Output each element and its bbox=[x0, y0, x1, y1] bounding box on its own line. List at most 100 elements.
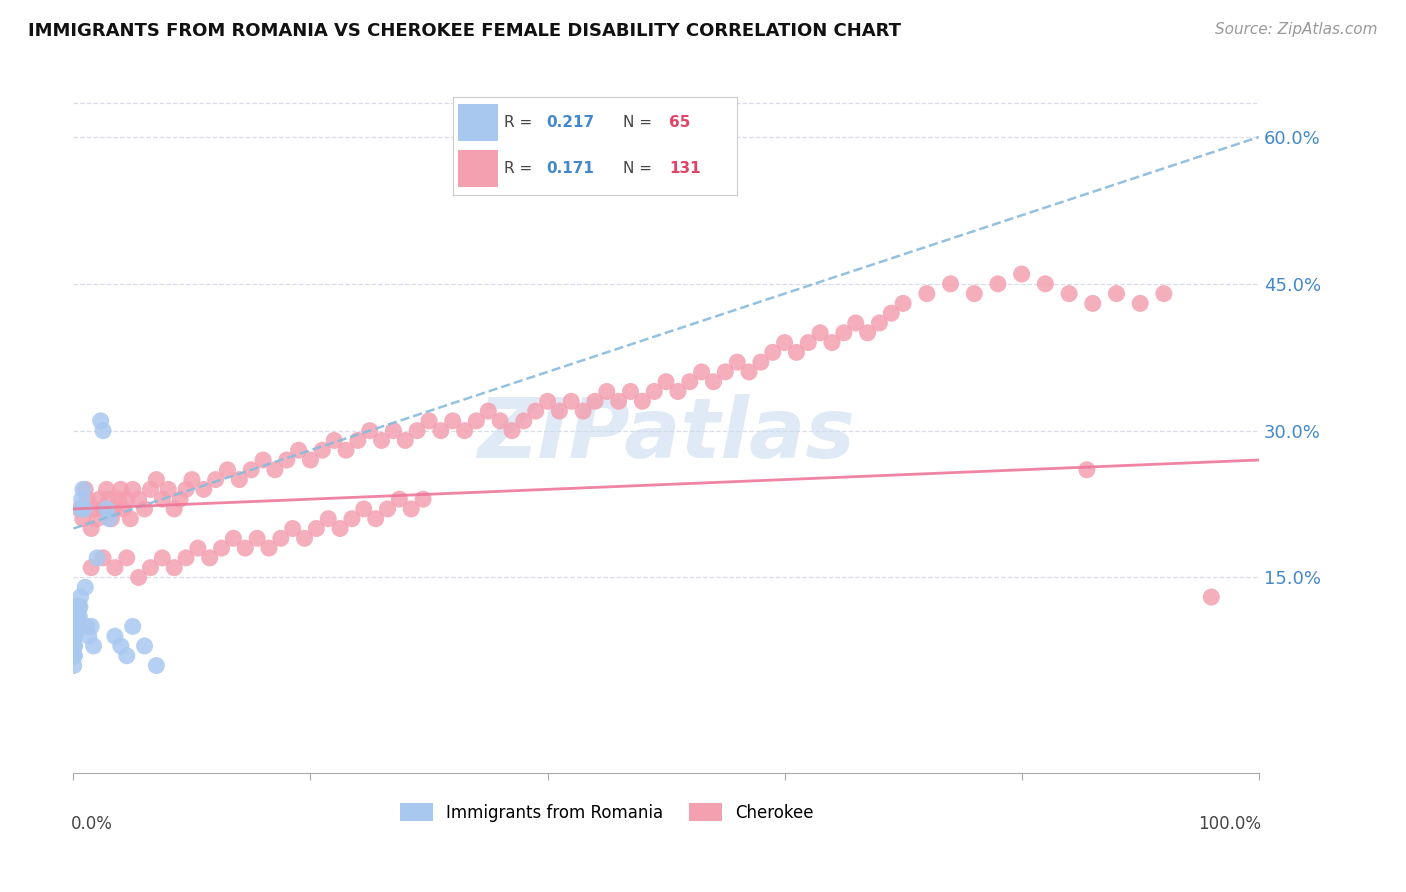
Point bbox=[738, 365, 761, 379]
Point bbox=[76, 492, 98, 507]
Point bbox=[679, 375, 702, 389]
Point bbox=[370, 434, 392, 448]
Point bbox=[246, 531, 269, 545]
Point bbox=[62, 619, 84, 633]
Point bbox=[157, 483, 180, 497]
Point bbox=[198, 550, 221, 565]
Point bbox=[725, 355, 748, 369]
Point bbox=[294, 531, 316, 545]
Point bbox=[63, 619, 86, 633]
Point bbox=[987, 277, 1010, 291]
Point bbox=[305, 522, 328, 536]
Point bbox=[104, 560, 127, 574]
Point bbox=[66, 599, 89, 614]
Point bbox=[65, 619, 87, 633]
Point bbox=[163, 502, 186, 516]
Point bbox=[489, 414, 512, 428]
Point bbox=[80, 522, 103, 536]
Point bbox=[187, 541, 209, 555]
Point bbox=[276, 453, 298, 467]
Point bbox=[96, 502, 118, 516]
Point bbox=[1201, 590, 1223, 604]
Legend: Immigrants from Romania, Cherokee: Immigrants from Romania, Cherokee bbox=[394, 797, 821, 829]
Point bbox=[98, 492, 121, 507]
Point bbox=[240, 463, 263, 477]
Point bbox=[270, 531, 292, 545]
Point bbox=[91, 550, 114, 565]
Point bbox=[150, 492, 173, 507]
Point bbox=[939, 277, 962, 291]
Point bbox=[67, 599, 90, 614]
Point bbox=[107, 492, 129, 507]
Point bbox=[1033, 277, 1056, 291]
Point bbox=[66, 609, 89, 624]
Point bbox=[67, 502, 90, 516]
Point bbox=[63, 619, 86, 633]
Point bbox=[63, 629, 86, 643]
Point bbox=[86, 550, 108, 565]
Point bbox=[139, 483, 162, 497]
Point bbox=[915, 286, 938, 301]
Point bbox=[150, 550, 173, 565]
Point bbox=[560, 394, 582, 409]
Point bbox=[453, 424, 475, 438]
Point bbox=[75, 580, 97, 594]
Point bbox=[643, 384, 665, 399]
Point bbox=[619, 384, 641, 399]
Point bbox=[785, 345, 807, 359]
Point bbox=[655, 375, 678, 389]
Point bbox=[75, 483, 97, 497]
Point bbox=[607, 394, 630, 409]
Point bbox=[217, 463, 239, 477]
Point bbox=[430, 424, 453, 438]
Point bbox=[62, 609, 84, 624]
Point bbox=[112, 502, 135, 516]
Text: 0.0%: 0.0% bbox=[72, 815, 112, 833]
Point bbox=[856, 326, 879, 340]
Point bbox=[868, 316, 890, 330]
Point bbox=[100, 512, 122, 526]
Point bbox=[536, 394, 558, 409]
Point bbox=[329, 522, 352, 536]
Point bbox=[62, 629, 84, 643]
Point bbox=[666, 384, 689, 399]
Point bbox=[418, 414, 440, 428]
Point bbox=[465, 414, 488, 428]
Point bbox=[63, 619, 86, 633]
Point bbox=[63, 629, 86, 643]
Point bbox=[513, 414, 536, 428]
Point bbox=[110, 639, 132, 653]
Point bbox=[134, 502, 156, 516]
Point bbox=[62, 619, 84, 633]
Point bbox=[281, 522, 304, 536]
Point bbox=[67, 609, 90, 624]
Point bbox=[63, 619, 86, 633]
Point bbox=[359, 424, 381, 438]
Point bbox=[63, 639, 86, 653]
Point bbox=[120, 512, 142, 526]
Point bbox=[62, 648, 84, 663]
Point bbox=[311, 443, 333, 458]
Point bbox=[548, 404, 571, 418]
Point bbox=[714, 365, 737, 379]
Point bbox=[441, 414, 464, 428]
Point bbox=[340, 512, 363, 526]
Point bbox=[287, 443, 309, 458]
Point bbox=[139, 560, 162, 574]
Point bbox=[204, 473, 226, 487]
Point bbox=[66, 609, 89, 624]
Point bbox=[1076, 463, 1098, 477]
Point bbox=[832, 326, 855, 340]
Point bbox=[572, 404, 595, 418]
Point bbox=[174, 550, 197, 565]
Point bbox=[77, 629, 100, 643]
Point bbox=[257, 541, 280, 555]
Point bbox=[104, 629, 127, 643]
Point bbox=[65, 609, 87, 624]
Point bbox=[145, 658, 167, 673]
Point bbox=[63, 629, 86, 643]
Point bbox=[63, 648, 86, 663]
Point bbox=[80, 560, 103, 574]
Point bbox=[63, 629, 86, 643]
Point bbox=[62, 639, 84, 653]
